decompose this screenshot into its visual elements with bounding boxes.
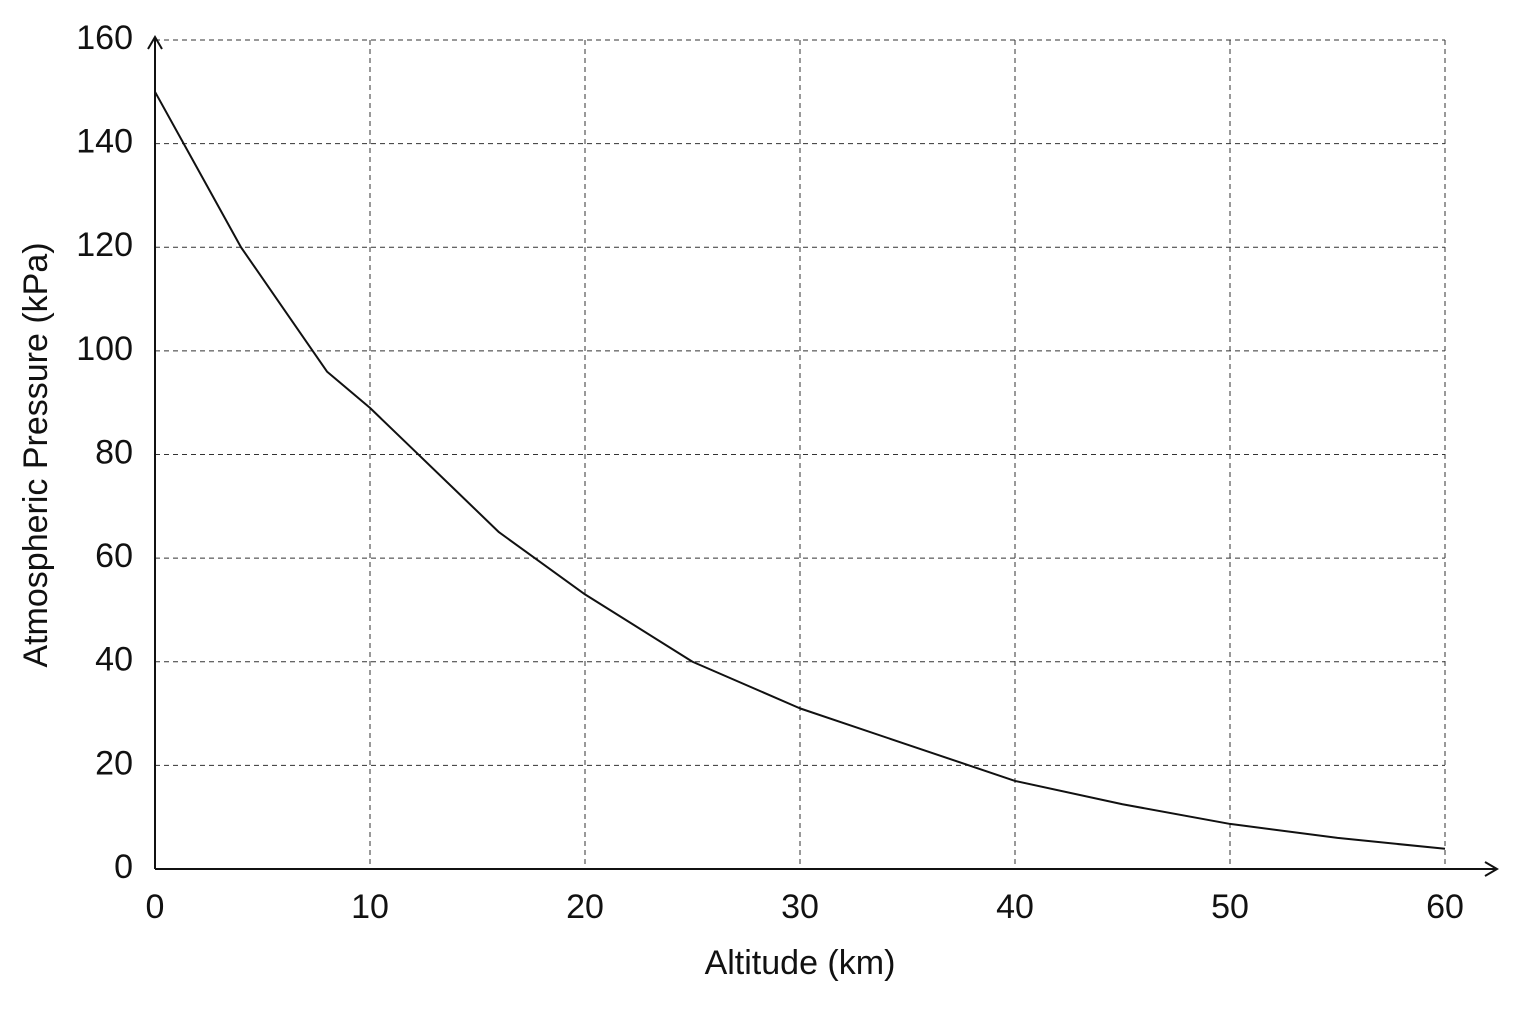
y-tick-label: 140 <box>76 123 133 161</box>
x-tick-label: 30 <box>781 888 819 926</box>
line <box>154 91 1446 850</box>
y-tick-label: 40 <box>95 641 133 679</box>
y-tick-label: 80 <box>95 433 133 471</box>
y-tick-label: 100 <box>76 330 133 368</box>
x-tick-label: 20 <box>566 888 604 926</box>
x-axis-label: Altitude (km) <box>705 944 896 982</box>
x-tick-label: 10 <box>351 888 389 926</box>
y-tick-label: 60 <box>95 537 133 575</box>
y-tick-label: 20 <box>95 744 133 782</box>
x-tick-label: 60 <box>1426 888 1464 926</box>
y-axis-label: Atmospheric Pressure (kPa) <box>17 242 55 667</box>
x-tick-label: 40 <box>996 888 1034 926</box>
y-axis <box>147 35 163 869</box>
y-tick-label: 160 <box>76 19 133 57</box>
y-tick-label: 120 <box>76 226 133 264</box>
x-tick-label: 0 <box>146 888 165 926</box>
y-tick-label: 0 <box>114 848 133 886</box>
x-axis <box>155 861 1499 877</box>
x-tick-label: 50 <box>1211 888 1249 926</box>
